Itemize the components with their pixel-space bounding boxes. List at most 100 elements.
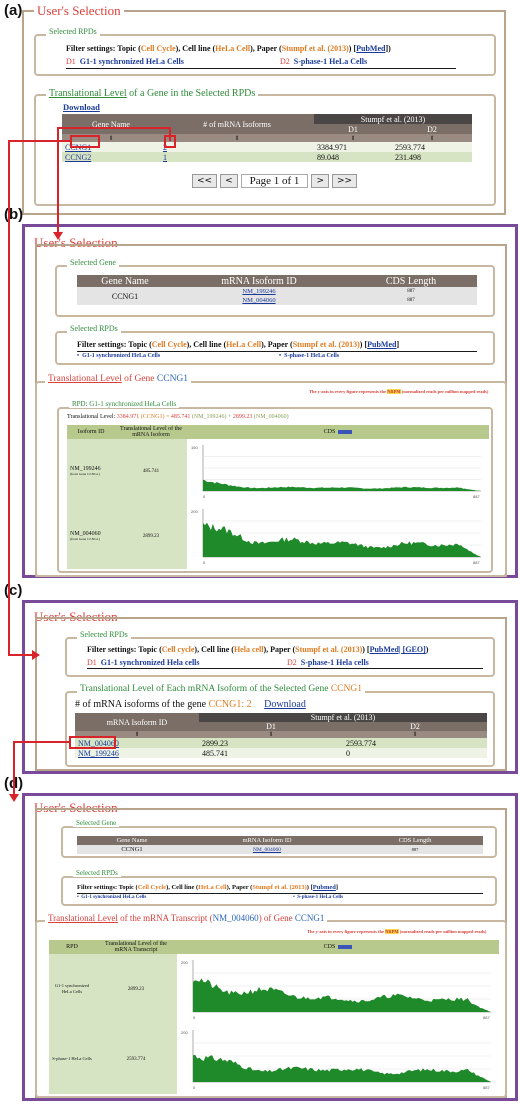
- y-tick-label: 200: [181, 960, 188, 965]
- col-cds: CDS: [187, 425, 489, 439]
- translational-level-fieldset: Translational Level of a Gene in the Sel…: [34, 88, 496, 206]
- table-row: G1-1 synchronized HeLa Cells 2899.23 200…: [49, 954, 499, 1024]
- col-isoform-id: mRNA Isoform ID: [221, 275, 297, 287]
- rpd-item-d1: D1 G1-1 synchronized HeLa Cells: [66, 57, 184, 66]
- panel-label-b: (b): [4, 206, 24, 223]
- pubmed-geo-link[interactable]: PubMed| [GEO]: [369, 645, 426, 654]
- gene-link-ccng2[interactable]: CCNG2: [65, 152, 92, 162]
- isoform-link-nm-004060[interactable]: NM_004060: [242, 297, 276, 304]
- filter-settings: Filter settings: Topic (Cell Cycle), Cel…: [77, 884, 339, 891]
- table-row: S-phase-1 HeLa Cells 2593.774 200 0 887: [49, 1024, 499, 1094]
- cell-d1: 485.741: [202, 748, 228, 758]
- selected-rpds-fieldset: Selected RPDs Filter settings: Topic (Ce…: [55, 324, 495, 365]
- panel-c-container: User's Selection Selected RPDs Filter se…: [22, 600, 518, 774]
- col-d1: D1: [199, 722, 343, 731]
- transcript-level-legend: Translational Level of the mRNA Transcri…: [45, 913, 328, 923]
- x-tick-label: 0: [203, 494, 206, 499]
- download-link[interactable]: Download: [264, 699, 306, 710]
- selected-rpds-legend: Selected RPDs: [46, 27, 100, 36]
- first-page-button[interactable]: <<: [192, 174, 218, 188]
- panel-c-inner: [35, 617, 507, 771]
- table-row: CCNG1 NM_199246 887: [77, 287, 477, 301]
- isoform-link-nm-199246[interactable]: NM_199246: [78, 748, 119, 758]
- sort-d2[interactable]: ⇕: [343, 731, 487, 738]
- panel-b-container: User's Selection Selected Gene Gene Name…: [22, 224, 518, 578]
- selected-gene-fieldset: Selected Gene Gene Name mRNA Isoform ID …: [61, 819, 497, 858]
- rpd-cell: G1-1 synchronized HeLa Cells: [54, 983, 90, 994]
- selected-rpds-fieldset: Selected RPDs Filter settings: Topic (Ce…: [34, 27, 496, 76]
- selected-gene-legend: Selected Gene: [73, 819, 120, 827]
- sort-d2[interactable]: ⇕: [392, 134, 472, 142]
- isoform-count-link[interactable]: 2: [163, 142, 167, 152]
- col-isoform-id: mRNA Isoform ID: [242, 837, 292, 844]
- coverage-area: [203, 522, 481, 557]
- x-tick-label: 887: [483, 1015, 490, 1020]
- col-gene-name: Gene Name: [101, 275, 149, 287]
- selected-rpds-fieldset: Selected RPDs Filter settings: Topic (Ce…: [61, 869, 497, 906]
- x-tick-label: 0: [203, 560, 206, 565]
- col-d1: D1: [314, 124, 392, 134]
- rpd-item: • S-phase-1 HeLa Cells: [293, 895, 344, 900]
- table-row: NM_004060 887: [77, 296, 477, 305]
- table-row: CCNG1 2 3384.971 2593.774: [62, 142, 472, 152]
- page-indicator: Page 1 of 1: [240, 174, 309, 188]
- translational-level-line: Translational Level: 3384.971 (CCNG1) = …: [67, 414, 289, 420]
- coverage-area: [193, 1054, 491, 1082]
- transcript-level-fieldset: Translational Level of the mRNA Transcri…: [35, 913, 507, 1098]
- last-page-button[interactable]: >>: [331, 174, 358, 188]
- rpd-item: • G1-1 synchronized HeLa Cells: [77, 353, 161, 359]
- isoform-id-cell: NM_004060 (from Gene CCNG1): [70, 531, 101, 541]
- filter-settings: Filter settings: Topic (Cell Cycle), Cel…: [66, 44, 391, 53]
- sort-d1[interactable]: ⇕: [199, 731, 343, 738]
- selected-rpds-legend: Selected RPDs: [67, 324, 121, 333]
- panel-label-d: (d): [4, 775, 24, 792]
- gene-level-table: Gene Name # of mRNA Isoforms Stumpf et a…: [62, 114, 472, 162]
- level-cell: 2899.23: [127, 986, 145, 992]
- panel-label-c: (c): [4, 582, 23, 599]
- y-tick-label: 200: [181, 1030, 188, 1035]
- cell-d1: 2899.23: [202, 738, 228, 748]
- table-row: CCNG2 1 89.048 231.498: [62, 152, 472, 162]
- pubmed-link[interactable]: Pubmed: [312, 884, 336, 891]
- cell-d1: 3384.971: [317, 142, 347, 152]
- col-paper: Stumpf et al. (2013): [199, 713, 487, 722]
- pubmed-link[interactable]: PubMed: [356, 44, 386, 53]
- prev-page-button[interactable]: <: [220, 174, 238, 188]
- sort-d1[interactable]: ⇕: [314, 134, 392, 142]
- translational-level-legend: Translational Level of a Gene in the Sel…: [46, 88, 259, 99]
- coverage-plot: 200 0 887: [181, 1030, 491, 1090]
- users-selection-title: User's Selection: [34, 3, 124, 19]
- col-gene-name: Gene Name: [116, 837, 148, 844]
- download-link[interactable]: Download: [63, 102, 100, 112]
- y-tick-label: 200: [191, 509, 198, 514]
- table-row: NM_004060 (from Gene CCNG1) 2899.23 200 0 8…: [67, 503, 489, 569]
- col-cds-length: CDS Length: [398, 837, 432, 844]
- gene-name-cell: CCNG1: [121, 846, 143, 853]
- rpd-rule: [66, 68, 456, 69]
- rpd-item: • S-phase-1 HeLa Cells: [279, 353, 340, 359]
- selected-rpds-legend: Selected RPDs: [73, 869, 121, 877]
- x-tick-label: 887: [483, 1085, 490, 1090]
- isoform-link-nm-004060[interactable]: NM_004060: [78, 738, 119, 748]
- rpd-rule: [77, 893, 483, 894]
- gene-level-fieldset: Translational Level of Gene CCNG1 The y-…: [35, 374, 507, 577]
- pager: << < Page 1 of 1 > >>: [192, 174, 358, 188]
- table-row: NM_199246 485.741 0: [75, 748, 487, 758]
- rpd-plot-legend: RPD: G1-1 synchronized HeLa Cells: [69, 400, 180, 408]
- selected-gene-legend: Selected Gene: [67, 258, 119, 267]
- table-row: NM_199246 (from Gene CCNG1) 485.741 150 0 8…: [67, 439, 489, 503]
- sort-isoforms[interactable]: ⇕: [160, 134, 314, 142]
- isoform-link-nm-199246[interactable]: NM_199246: [242, 288, 276, 295]
- col-paper: Stumpf et al. (2013): [314, 114, 472, 124]
- pubmed-link[interactable]: PubMed: [367, 340, 397, 349]
- selected-rpds-fieldset: Selected RPDs Filter settings: Topic (Ce…: [65, 630, 495, 677]
- rpd-item-d2: D2 S-phase-1 HeLa Cells: [280, 57, 368, 66]
- col-level: Translational Level of the mRNA Transcri…: [105, 941, 167, 953]
- sort-isoform[interactable]: ⇕: [75, 731, 199, 738]
- isoform-link-nm-004060[interactable]: NM_004060: [252, 846, 282, 853]
- rpd-rule: [77, 351, 477, 352]
- cell-d2: 0: [346, 748, 350, 758]
- next-page-button[interactable]: >: [311, 174, 329, 188]
- cell-d2: 2593.774: [346, 738, 376, 748]
- isoform-count-link[interactable]: 1: [163, 152, 167, 162]
